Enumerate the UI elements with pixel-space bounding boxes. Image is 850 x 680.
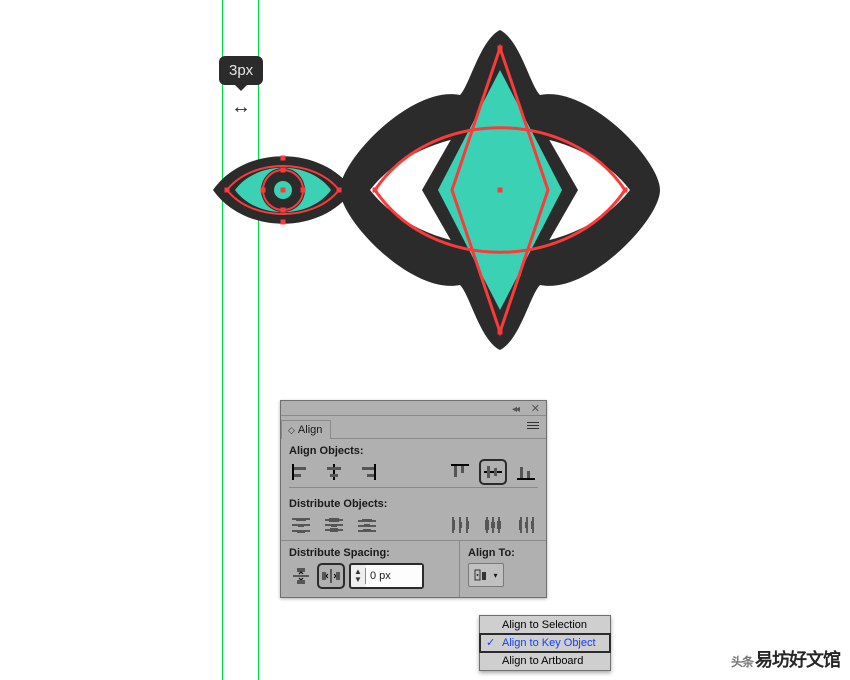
label-align-objects: Align Objects: — [289, 445, 538, 457]
vdist-top-button[interactable] — [289, 514, 313, 536]
align-left-button[interactable] — [289, 461, 313, 483]
dropdown-item-2[interactable]: Align to Artboard — [480, 652, 610, 670]
label-distribute-objects: Distribute Objects: — [289, 498, 538, 510]
measurement-tooltip: 3px — [219, 56, 263, 85]
tab-align[interactable]: ◇Align — [281, 420, 331, 439]
hdist-right-button[interactable] — [514, 514, 538, 536]
watermark: 头条易坊好文馆 — [731, 646, 840, 672]
check-icon: ✓ — [486, 636, 495, 649]
canvas: 3px ↔ ◂◂ ✕ ◇Align Align Objects: — [0, 0, 850, 680]
align-bottom-button[interactable] — [514, 461, 538, 483]
tab-align-label: Align — [298, 424, 322, 436]
panel-tabs: ◇Align — [281, 416, 546, 439]
panel-header[interactable]: ◂◂ ✕ — [281, 401, 546, 416]
watermark-text: 易坊好文馆 — [755, 650, 840, 670]
measurement-value: 3px — [229, 62, 253, 79]
panel-close-icon[interactable]: ✕ — [531, 402, 540, 415]
section-align-objects: Align Objects: — [281, 439, 546, 492]
dropdown-item-label: Align to Artboard — [502, 655, 583, 667]
align-to-dropdown-button[interactable]: ▾ — [468, 563, 504, 587]
spacing-stepper[interactable]: ▲▼ — [351, 568, 366, 584]
hspace-button[interactable] — [319, 565, 343, 587]
twirl-icon[interactable]: ◇ — [288, 425, 295, 435]
spacing-value[interactable]: 0 px — [366, 565, 422, 587]
artwork-svg[interactable] — [0, 0, 850, 400]
vdist-bottom-button[interactable] — [355, 514, 379, 536]
section-distribute-spacing: Distribute Spacing: ▲▼ 0 px — [281, 541, 460, 597]
panel-collapse-dots-icon[interactable]: ◂◂ — [512, 404, 518, 415]
align-to-dropdown-menu: Align to Selection ✓ Align to Key Object Al… — [479, 615, 611, 671]
align-top-button[interactable] — [448, 461, 472, 483]
dropdown-item-label: Align to Selection — [502, 619, 587, 631]
drag-width-icon[interactable]: ↔ — [231, 96, 251, 119]
watermark-prefix: 头条 — [731, 655, 753, 669]
dropdown-item-1[interactable]: ✓ Align to Key Object — [480, 634, 610, 652]
vdist-center-button[interactable] — [322, 514, 346, 536]
dropdown-item-0[interactable]: Align to Selection — [480, 616, 610, 634]
label-align-to: Align To: — [468, 547, 538, 559]
align-vcenter-button[interactable] — [481, 461, 505, 483]
align-hcenter-button[interactable] — [322, 461, 346, 483]
label-distribute-spacing: Distribute Spacing: — [289, 547, 451, 559]
hdist-left-button[interactable] — [448, 514, 472, 536]
align-right-button[interactable] — [355, 461, 379, 483]
section-align-to: Align To: ▾ — [460, 541, 546, 597]
vspace-button[interactable] — [289, 565, 313, 587]
align-panel: ◂◂ ✕ ◇Align Align Objects: — [280, 400, 547, 598]
hdist-center-button[interactable] — [481, 514, 505, 536]
section-distribute-objects: Distribute Objects: — [281, 492, 546, 540]
spacing-input[interactable]: ▲▼ 0 px — [349, 563, 424, 589]
dropdown-item-label: Align to Key Object — [502, 637, 596, 649]
panel-flyout-menu-icon[interactable] — [525, 418, 541, 432]
